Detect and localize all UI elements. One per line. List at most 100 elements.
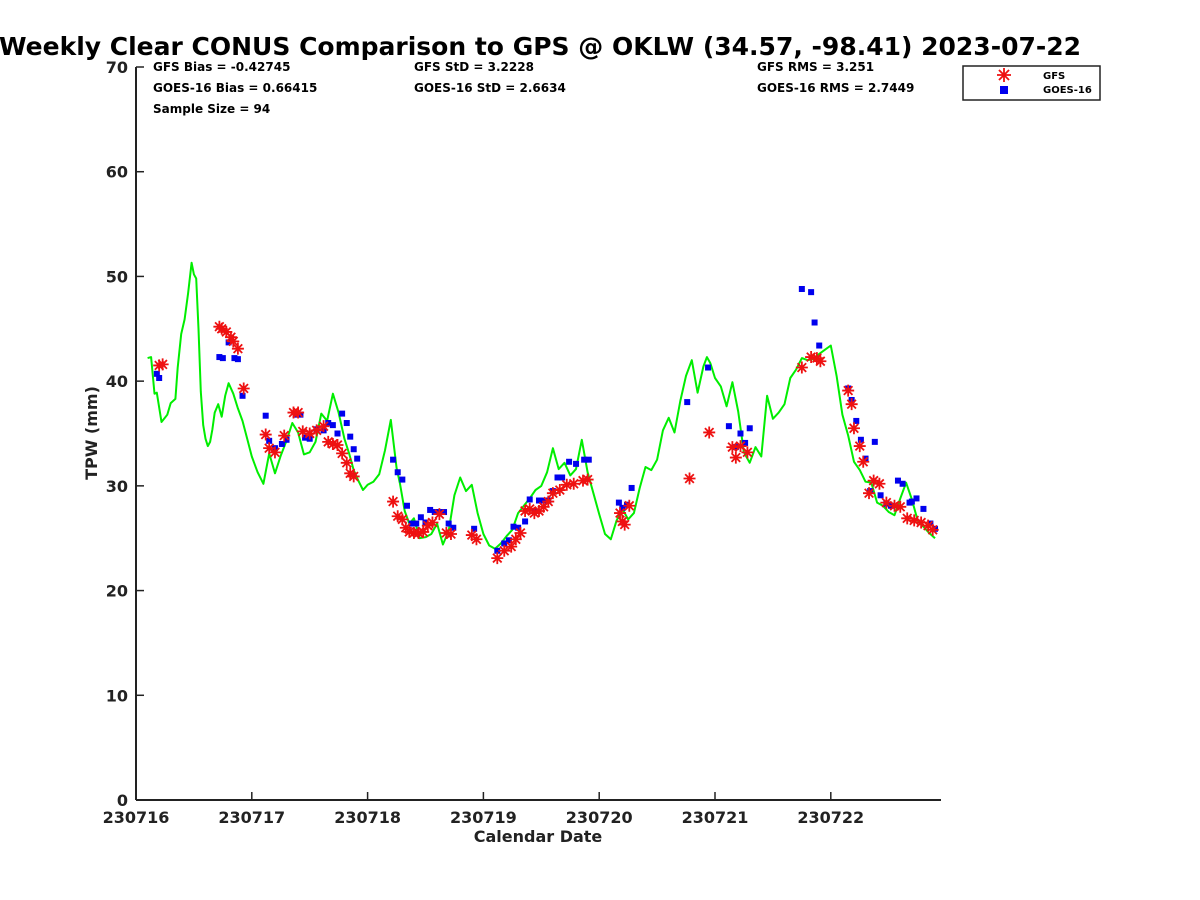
gfs-data-point	[546, 487, 559, 500]
goes-data-point	[581, 456, 588, 463]
gps-series-line	[147, 261, 936, 550]
gfs-data-point	[303, 427, 316, 440]
goes-data-point	[266, 437, 273, 444]
goes-data-point	[390, 456, 397, 463]
gfs-data-point	[726, 441, 739, 454]
gfs-data-point	[514, 526, 527, 539]
gfs-data-point	[440, 526, 453, 539]
goes-data-point	[899, 480, 906, 487]
x-tick-label: 230718	[334, 808, 401, 827]
gfs-data-point	[873, 477, 886, 490]
goes-data-point	[811, 319, 818, 326]
goes-data-point	[283, 436, 290, 443]
gfs-data-point	[567, 477, 580, 490]
gfs-data-point	[331, 439, 344, 452]
gfs-data-point	[292, 406, 305, 419]
goes-data-point	[535, 497, 542, 504]
gfs-data-point	[231, 342, 244, 355]
goes-data-point	[302, 434, 309, 441]
x-tick-label: 230720	[566, 808, 633, 827]
gfs-data-point	[553, 484, 566, 497]
y-tick-label: 0	[117, 791, 128, 810]
gfs-data-point	[156, 358, 169, 371]
x-tick-label: 230716	[103, 808, 170, 827]
gfs-data-point	[532, 504, 545, 517]
y-tick-label: 20	[106, 582, 128, 601]
gfs-data-point	[237, 382, 250, 395]
goes-rms-text: GOES-16 RMS = 2.7449	[757, 81, 914, 95]
goes-data-point	[505, 537, 512, 544]
gfs-data-point	[795, 361, 808, 374]
gfs-data-point	[888, 499, 901, 512]
gfs-data-point	[867, 474, 880, 487]
gfs-data-point	[470, 533, 483, 546]
gfs-data-point	[703, 426, 716, 439]
goes-data-point	[219, 355, 226, 362]
y-tick-label: 10	[106, 686, 128, 705]
gfs-data-point	[317, 420, 330, 433]
goes-data-point	[394, 469, 401, 476]
gfs-data-point	[340, 456, 353, 469]
goes-data-point	[628, 484, 635, 491]
gfs-data-point	[227, 335, 240, 348]
gfs-data-point	[426, 516, 439, 529]
gfs-data-point	[805, 351, 818, 364]
goes-data-point	[705, 364, 712, 371]
goes-data-point	[417, 514, 424, 521]
gfs-data-point	[347, 470, 360, 483]
goes-data-point	[431, 509, 438, 516]
gfs-data-point	[915, 516, 928, 529]
goes-data-point	[325, 420, 332, 427]
goes-data-point	[808, 289, 815, 296]
gfs-data-point	[729, 451, 742, 464]
y-axis-label: TPW (mm)	[82, 386, 101, 480]
goes-data-point	[798, 285, 805, 292]
gfs-data-point	[542, 495, 555, 508]
goes-data-point	[559, 474, 566, 481]
goes-data-point	[445, 520, 452, 527]
goes-data-point	[894, 477, 901, 484]
goes-data-point	[920, 505, 927, 512]
goes-data-point	[329, 422, 336, 429]
gfs-data-point	[220, 325, 233, 338]
goes-data-point	[853, 417, 860, 424]
gfs-data-point	[421, 519, 434, 532]
goes-data-point	[871, 438, 878, 445]
gfs-data-point	[814, 355, 827, 368]
x-tick-label: 230722	[797, 808, 864, 827]
legend-gfs-star-icon	[997, 68, 1011, 82]
goes-data-point	[877, 492, 884, 499]
goes-data-point	[216, 354, 223, 361]
axes: 0 10 20 30 40 50 60 70 230716 230717 230718 230719…	[103, 58, 941, 827]
gfs-data-point	[263, 442, 276, 455]
gfs-data-point	[614, 507, 627, 520]
gfs-data-point	[296, 425, 309, 438]
gfs-data-point	[505, 540, 518, 553]
goes-data-point	[403, 502, 410, 509]
gfs-data-point	[857, 455, 870, 468]
gfs-data-point	[741, 446, 754, 459]
gfs-data-point	[847, 422, 860, 435]
gfs-data-point	[894, 500, 907, 513]
gfs-data-point	[908, 514, 921, 527]
gfs-data-point	[842, 384, 855, 397]
goes-data-point	[343, 420, 350, 427]
goes-data-point	[913, 495, 920, 502]
goes-data-point	[573, 460, 580, 467]
gfs-data-point	[322, 435, 335, 448]
goes-data-point	[526, 496, 533, 503]
goes-data-point	[262, 412, 269, 419]
goes-data-point	[471, 525, 478, 532]
gfs-data-point	[523, 502, 536, 515]
gfs-data-point	[491, 552, 504, 565]
gfs-data-point	[387, 495, 400, 508]
goes-data-point	[347, 433, 354, 440]
chart-title: Weekly Clear CONUS Comparison to GPS @ O…	[0, 32, 1081, 61]
gfs-data-point	[310, 424, 323, 437]
goes-data-point	[354, 455, 361, 462]
gfs-data-point	[224, 331, 237, 344]
gfs-data-point	[215, 322, 228, 335]
goes-data-point	[522, 518, 529, 525]
legend-goes-square-icon	[1000, 86, 1008, 94]
